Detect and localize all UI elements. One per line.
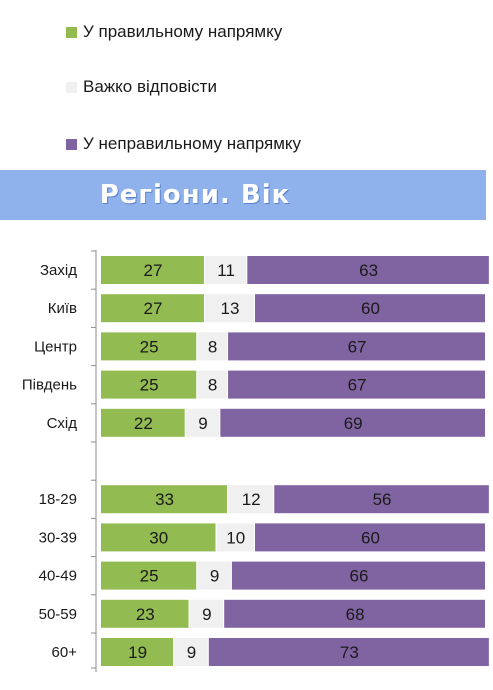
data-label: 9 — [210, 567, 219, 586]
legend-item-hard-to-say: Важко відповісти — [66, 77, 217, 97]
bar-segment — [101, 638, 174, 666]
data-label: 60 — [361, 528, 380, 547]
data-label: 63 — [359, 261, 378, 280]
bar-segment — [101, 332, 197, 361]
bar-segment — [101, 370, 197, 399]
legend-label: У правильному напрямку — [83, 22, 283, 41]
category-label: 60+ — [52, 644, 78, 661]
data-label: 8 — [208, 337, 217, 356]
bar-segment — [247, 256, 489, 284]
data-label: 33 — [155, 490, 174, 509]
bar-segment — [101, 599, 189, 628]
bar-segment — [228, 485, 274, 514]
data-label: 27 — [144, 299, 163, 318]
bar-segment — [185, 408, 220, 437]
data-label: 9 — [198, 414, 207, 433]
legend-swatch-green — [66, 26, 77, 38]
bar-segment — [274, 485, 489, 514]
category-label: 18-29 — [39, 491, 77, 508]
legend-swatch-purple — [66, 138, 77, 150]
category-label: 50-59 — [39, 606, 77, 623]
data-label: 67 — [348, 376, 367, 395]
data-label: 25 — [140, 337, 159, 356]
legend-label: У неправильному напрямку — [83, 134, 302, 153]
bar-segment — [204, 294, 254, 323]
category-label: Південь — [22, 377, 77, 394]
legend-item-wrong-direction: У неправильному напрямку — [66, 134, 301, 154]
bar-segment — [101, 523, 216, 552]
bar-segment — [204, 256, 247, 284]
bar-segment — [197, 561, 231, 590]
data-label: 73 — [340, 643, 359, 662]
bar-segment — [220, 408, 485, 437]
data-label: 56 — [373, 490, 392, 509]
category-label: 40-49 — [39, 568, 77, 585]
bar-segment — [101, 294, 204, 323]
data-label: 9 — [202, 605, 211, 624]
data-label: 25 — [140, 376, 159, 395]
bar-segment — [197, 332, 228, 361]
category-label: Центр — [34, 338, 77, 355]
section-banner: Регіони. Вік — [0, 170, 486, 220]
bar-segment — [101, 256, 204, 284]
bar-segment — [216, 523, 254, 552]
data-label: 9 — [187, 643, 196, 662]
data-label: 66 — [349, 567, 368, 586]
bar-segment — [101, 408, 185, 437]
bar-segment — [174, 638, 208, 666]
data-label: 19 — [128, 643, 147, 662]
data-label: 69 — [344, 414, 363, 433]
category-label: Київ — [48, 300, 77, 317]
data-label: 67 — [348, 337, 367, 356]
data-label: 10 — [226, 528, 245, 547]
bar-segment — [255, 294, 485, 323]
banner-title: Регіони. Вік — [99, 180, 291, 210]
category-label: Схід — [47, 415, 78, 432]
legend-label: Важко відповісти — [83, 77, 217, 96]
category-label: 30-39 — [39, 529, 77, 546]
bar-segment — [228, 332, 486, 361]
legend-item-right-direction: У правильному напрямку — [66, 22, 282, 42]
data-label: 30 — [149, 528, 168, 547]
bar-segment — [231, 561, 485, 590]
data-label: 68 — [346, 605, 365, 624]
data-label: 25 — [140, 567, 159, 586]
data-label: 8 — [208, 376, 217, 395]
data-label: 11 — [217, 261, 235, 280]
bar-segment — [208, 638, 489, 666]
legend-swatch-gray — [66, 81, 77, 93]
data-label: 27 — [144, 261, 163, 280]
bar-segment — [224, 599, 485, 628]
data-label: 13 — [221, 299, 240, 318]
bar-segment — [255, 523, 485, 552]
category-label: Захід — [40, 262, 77, 279]
bar-segment — [189, 599, 224, 628]
bar-segment — [101, 561, 197, 590]
bar-segment — [101, 485, 228, 514]
data-label: 60 — [361, 299, 380, 318]
data-label: 23 — [136, 605, 155, 624]
data-label: 22 — [134, 414, 153, 433]
legend: У правильному напрямку Важко відповісти … — [0, 0, 493, 170]
data-label: 12 — [242, 490, 261, 509]
bar-segment — [228, 370, 486, 399]
bar-segment — [197, 370, 228, 399]
